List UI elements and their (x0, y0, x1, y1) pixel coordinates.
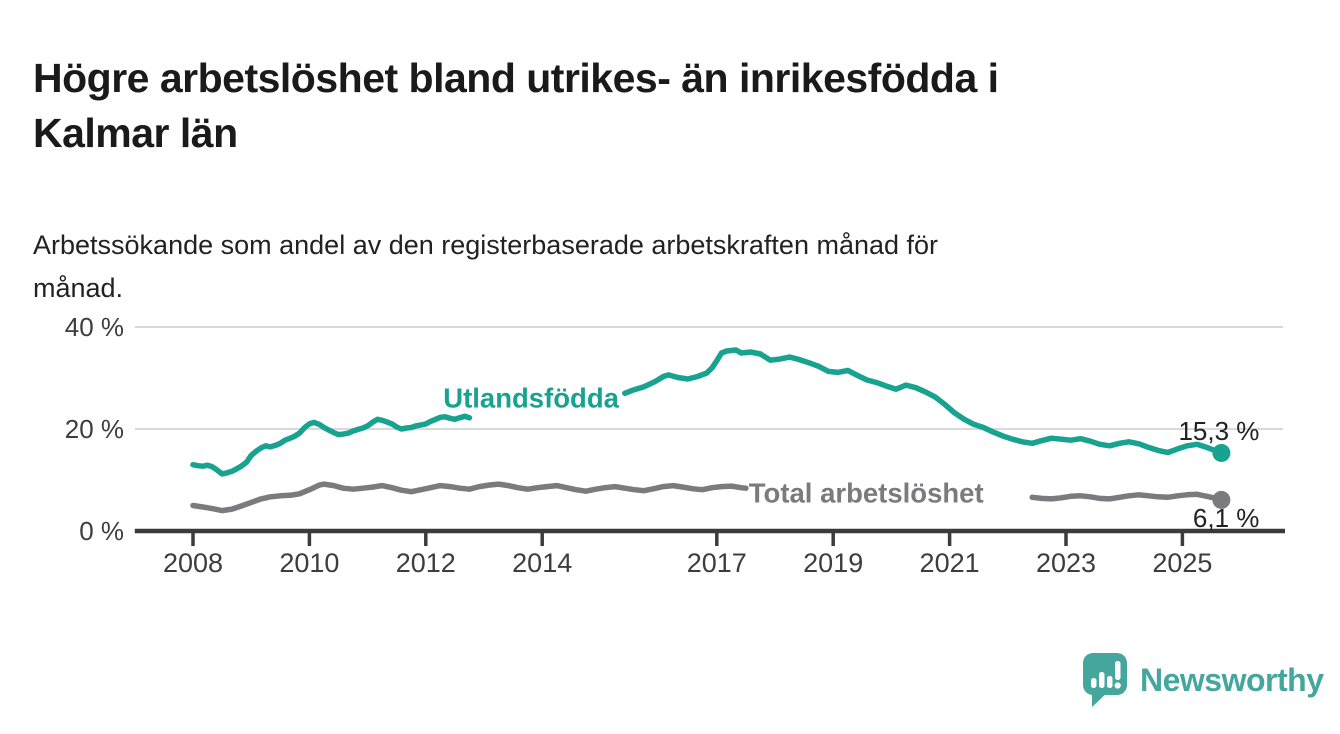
newsworthy-logo-text: Newsworthy (1140, 661, 1324, 698)
end-value-label-total-arbetsl-shet: 6,1 % (1193, 503, 1260, 533)
y-tick-label-0: 0 % (79, 516, 124, 546)
series-label-total-arbetsl-shet: Total arbetslöshet (749, 477, 984, 508)
utlandsf-dda-end-dot (1212, 443, 1231, 462)
x-tick-label-2019: 2019 (803, 548, 863, 578)
y-tick-label-20: 20 % (65, 414, 124, 444)
newsworthy-logo: Newsworthy (1082, 651, 1324, 709)
page-title-line-1: Högre arbetslöshet bland utrikes- än inr… (33, 55, 999, 102)
page-title-line-2: Kalmar län (33, 109, 238, 156)
end-value-label-utlandsf-dda: 15,3 % (1178, 416, 1259, 446)
y-tick-label-40: 40 % (65, 312, 124, 342)
x-tick-label-2017: 2017 (687, 548, 747, 578)
total-arbetsl-shet-line-segment-1 (1029, 491, 1225, 503)
x-tick-label-2023: 2023 (1036, 548, 1096, 578)
total-arbetsl-shet-end-dot (1212, 490, 1231, 509)
newsworthy-logo-icon (1083, 653, 1127, 707)
utlandsf-dda-line-segment-1 (622, 347, 1225, 456)
unemployment-line-chart: 0 % 20 % 40 % 2008 2010 2012 2014 2017 2019 2021 2… (0, 300, 1340, 600)
chart-subtitle-line-2: månad. (33, 273, 124, 304)
x-tick-label-2012: 2012 (396, 548, 456, 578)
x-tick-label-2010: 2010 (279, 548, 339, 578)
utlandsf-dda-line-segment-0 (190, 413, 473, 477)
x-tick-label-2025: 2025 (1152, 548, 1212, 578)
x-tick-label-2021: 2021 (920, 548, 980, 578)
page-title: Högre arbetslöshet bland utrikes- än inr… (33, 51, 999, 159)
x-tick-label-2014: 2014 (512, 548, 572, 578)
chart-subtitle-line-1: Arbetssökande som andel av den registerb… (33, 230, 939, 260)
chart-subtitle: Arbetssökande som andel av den registerb… (33, 224, 938, 310)
x-tick-label-2008: 2008 (163, 548, 223, 578)
total-arbetsl-shet-line-segment-0 (190, 481, 749, 514)
chart-canvas: 0 % 20 % 40 % 2008 2010 2012 2014 2017 2019 2021 2… (65, 312, 1285, 578)
series-label-utlandsf-dda: Utlandsfödda (443, 383, 619, 414)
